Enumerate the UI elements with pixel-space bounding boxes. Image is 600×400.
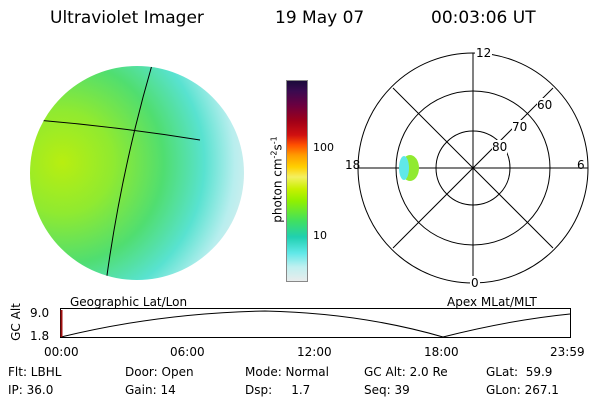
colorbar-label: photon cm-2s-1 xyxy=(269,136,285,223)
filter-status: Flt: LBHL xyxy=(8,365,62,379)
timeline-ytick-1.8: 1.8 xyxy=(30,329,50,343)
timeline-xtick-2359: 23:59 xyxy=(550,345,585,359)
polar-auroral-fringe xyxy=(399,156,409,180)
instrument-title: Ultraviolet Imager xyxy=(50,8,204,28)
colorbar-tick-100: 100 xyxy=(313,141,334,154)
mlt-label-0: 0 xyxy=(470,276,480,290)
geographic-panel-label: Geographic Lat/Lon xyxy=(70,295,188,309)
ip-status: IP: 36.0 xyxy=(8,383,54,397)
gc-alt-status: GC Alt: 2.0 Re xyxy=(364,365,448,379)
timeline-ylabel: GC Alt xyxy=(9,303,23,341)
mlt-label-6: 6 xyxy=(577,158,585,172)
lat-label-70: 70 xyxy=(512,120,528,134)
dsp-status: Dsp: 1.7 xyxy=(245,383,311,397)
timeline-xtick-0000: 00:00 xyxy=(44,345,79,359)
lat-label-80: 80 xyxy=(492,140,508,154)
glat-status: GLat: 59.9 xyxy=(486,365,553,379)
altitude-curve xyxy=(60,310,571,338)
timeline-xtick-1800: 18:00 xyxy=(424,345,459,359)
glon-status: GLon: 267.1 xyxy=(486,383,559,397)
colorbar-tick-10: 10 xyxy=(313,229,327,242)
auroral-disk xyxy=(30,66,244,280)
timeline-xtick-0600: 06:00 xyxy=(170,345,205,359)
mlt-label-18: 18 xyxy=(345,158,361,172)
door-status: Door: Open xyxy=(125,365,194,379)
mlt-label-12: 12 xyxy=(475,46,493,60)
date-label: 19 May 07 xyxy=(275,8,365,28)
mode-status: Mode: Normal xyxy=(245,365,329,379)
time-label: 00:03:06 UT xyxy=(431,8,536,28)
seq-status: Seq: 39 xyxy=(364,383,410,397)
lat-label-60: 60 xyxy=(537,98,553,112)
timeline-xtick-1200: 12:00 xyxy=(297,345,332,359)
geographic-image xyxy=(30,66,244,280)
timeline-plot xyxy=(60,308,571,338)
polar-panel-label: Apex MLat/MLT xyxy=(447,295,537,309)
gain-status: Gain: 14 xyxy=(125,383,176,397)
grid-lines xyxy=(35,66,201,280)
polar-plot xyxy=(357,52,589,284)
colorbar xyxy=(286,80,308,282)
timeline-ytick-9: 9.0 xyxy=(30,306,50,320)
